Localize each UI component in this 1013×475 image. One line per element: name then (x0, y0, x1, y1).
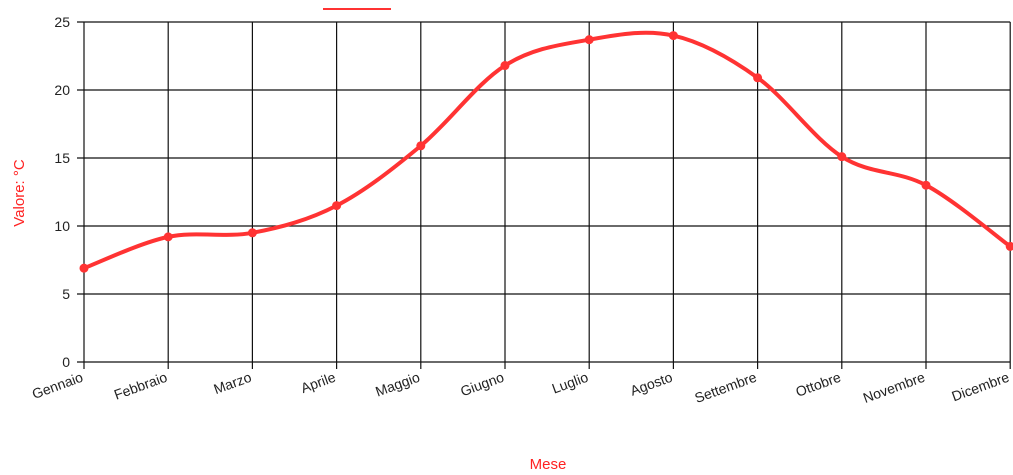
data-point[interactable] (584, 35, 594, 45)
data-point[interactable] (921, 180, 931, 190)
data-point[interactable] (753, 73, 763, 83)
y-tick-label: 5 (62, 286, 70, 302)
y-tick-label: 25 (54, 14, 70, 30)
y-tick-label: 20 (54, 82, 70, 98)
x-tick-label: Maggio (373, 369, 422, 400)
data-point[interactable] (332, 201, 342, 211)
y-tick-label: 0 (62, 354, 70, 370)
y-axis-title: Valore: °C (11, 159, 28, 227)
legend-swatch (323, 8, 391, 10)
y-tick-label: 15 (54, 150, 70, 166)
x-tick-label: Aprile (299, 369, 338, 396)
data-point[interactable] (163, 232, 173, 242)
x-tick-label: Marzo (211, 369, 253, 397)
series-line (82, 30, 1013, 271)
series-layer (79, 30, 1013, 273)
x-tick-label: Novembre (861, 369, 927, 406)
chart-grid (77, 21, 1011, 369)
data-point[interactable] (416, 141, 426, 151)
data-point[interactable] (837, 152, 847, 162)
x-tick-label: Giugno (458, 369, 506, 400)
data-point[interactable] (1005, 241, 1013, 251)
data-point[interactable] (500, 61, 510, 71)
x-tick-label: Agosto (628, 369, 675, 399)
x-tick-label: Febbraio (112, 369, 170, 403)
x-axis-title: Mese (530, 456, 567, 473)
x-axis-ticks: Gennaio Febbraio Marzo Aprile Maggio Giugno Lu… (30, 369, 1012, 406)
y-tick-label: 10 (54, 218, 70, 234)
x-tick-label: Ottobre (793, 369, 843, 400)
x-tick-label: Gennaio (30, 369, 85, 402)
x-tick-label: Settembre (692, 369, 758, 406)
data-point[interactable] (79, 263, 89, 273)
data-point[interactable] (247, 228, 257, 238)
x-tick-label: Dicembre (949, 369, 1011, 405)
data-point[interactable] (668, 31, 678, 41)
y-axis-ticks: 0 5 10 15 20 25 (54, 14, 70, 370)
x-tick-label: Luglio (550, 369, 591, 397)
